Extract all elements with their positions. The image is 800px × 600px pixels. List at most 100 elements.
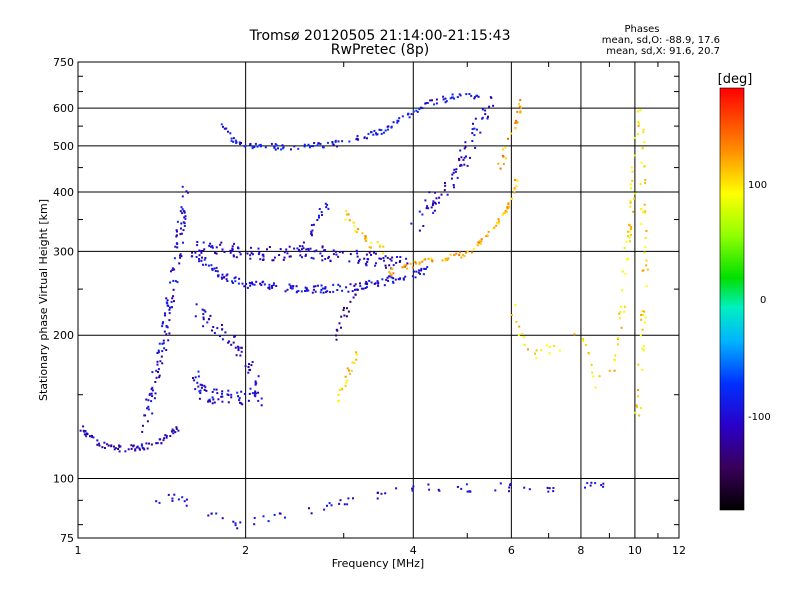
data-point <box>582 337 584 340</box>
data-point <box>347 290 350 293</box>
data-point <box>365 280 368 283</box>
data-point <box>390 276 393 279</box>
data-point <box>411 275 414 278</box>
data-point <box>183 216 186 219</box>
data-point <box>176 246 179 249</box>
data-point <box>221 517 224 520</box>
data-point <box>431 259 433 262</box>
data-point <box>254 142 257 145</box>
data-point <box>411 266 414 269</box>
data-point <box>641 310 644 312</box>
data-point <box>545 344 548 347</box>
data-point <box>119 445 122 448</box>
data-point <box>540 349 543 352</box>
data-point <box>516 121 519 124</box>
data-point <box>426 102 429 104</box>
data-point <box>519 111 522 113</box>
data-point <box>232 341 235 344</box>
data-point <box>358 258 361 261</box>
data-point <box>281 144 284 147</box>
data-point <box>324 291 327 294</box>
data-point <box>124 450 127 453</box>
data-point <box>464 146 467 148</box>
data-point <box>453 168 456 171</box>
data-point <box>449 97 452 100</box>
data-point <box>514 127 517 130</box>
data-point <box>627 230 629 233</box>
data-point <box>364 282 367 285</box>
data-point <box>249 143 252 146</box>
data-point <box>132 444 135 447</box>
data-point <box>154 392 157 395</box>
data-point <box>253 283 256 286</box>
data-point <box>642 269 645 272</box>
data-point <box>378 257 381 260</box>
data-point <box>216 270 219 273</box>
data-point <box>251 283 254 286</box>
data-point <box>173 300 175 303</box>
data-point <box>300 290 303 293</box>
data-point <box>364 239 367 242</box>
data-point <box>221 328 224 331</box>
data-point <box>324 202 327 205</box>
data-point <box>640 161 643 164</box>
data-point <box>148 393 151 396</box>
data-point <box>198 258 201 260</box>
data-point <box>250 364 253 367</box>
data-point <box>85 433 88 435</box>
data-point <box>220 241 223 244</box>
data-point <box>392 280 394 283</box>
data-point <box>341 289 344 292</box>
data-point <box>268 287 271 290</box>
data-point <box>278 254 281 256</box>
data-point <box>594 482 597 485</box>
data-point <box>253 517 256 519</box>
data-point <box>522 336 525 339</box>
data-point <box>326 504 328 507</box>
data-point <box>199 392 202 394</box>
data-point <box>410 222 413 225</box>
data-point <box>203 309 206 312</box>
data-point <box>297 289 300 292</box>
data-point <box>208 318 211 320</box>
colorbar-tick-100: 100 <box>748 180 767 191</box>
data-point <box>232 140 235 143</box>
data-point <box>446 257 449 260</box>
data-point <box>307 143 310 146</box>
data-point <box>620 305 623 308</box>
data-point <box>481 108 484 111</box>
data-point <box>332 249 335 252</box>
data-point <box>444 101 447 104</box>
data-point <box>235 354 238 357</box>
data-point <box>401 266 404 269</box>
data-point <box>288 255 291 258</box>
data-point <box>234 139 237 142</box>
data-point <box>354 229 357 232</box>
data-point <box>623 310 626 313</box>
data-point <box>96 439 99 442</box>
data-point <box>194 376 197 379</box>
data-point <box>460 164 463 167</box>
data-point <box>474 146 477 149</box>
data-point <box>444 184 447 187</box>
data-point <box>165 301 168 304</box>
data-point <box>298 245 301 248</box>
data-point <box>639 109 642 112</box>
data-point <box>442 95 445 98</box>
data-point <box>388 271 391 273</box>
data-point <box>354 288 357 291</box>
data-point <box>334 250 337 253</box>
y-tick-label: 300 <box>53 245 74 258</box>
data-point <box>386 276 389 279</box>
data-point <box>165 349 168 351</box>
data-point <box>257 247 260 250</box>
data-point <box>322 146 325 149</box>
data-point <box>613 359 616 362</box>
data-point <box>231 245 234 248</box>
data-point <box>639 334 642 337</box>
data-point <box>157 371 159 373</box>
data-point <box>306 289 309 292</box>
data-point <box>257 391 260 394</box>
data-point <box>171 499 174 502</box>
data-point <box>643 321 646 324</box>
